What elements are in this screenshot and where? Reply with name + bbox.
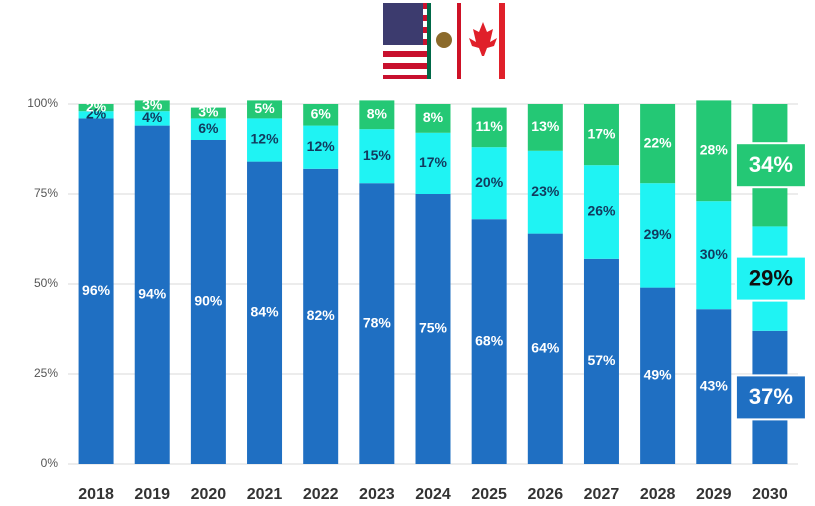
value-label: 29%	[644, 226, 673, 242]
bar-segment	[415, 104, 451, 133]
bar-segment	[527, 233, 563, 464]
x-tick-label: 2023	[359, 486, 395, 503]
bar-segment	[190, 140, 226, 464]
bar-segment	[640, 104, 676, 184]
highlight-box	[734, 374, 807, 421]
value-label: 78%	[363, 314, 392, 330]
bar-segment	[696, 100, 732, 202]
bar-segment	[303, 104, 339, 126]
value-label: 17%	[587, 125, 616, 141]
x-tick-label: 2028	[640, 486, 676, 503]
value-label: 2%	[86, 106, 107, 122]
y-tick-label: 100%	[27, 96, 58, 110]
value-label: 30%	[700, 246, 729, 262]
bar-segment	[247, 161, 283, 464]
value-label: 8%	[367, 106, 388, 122]
x-tick-label: 2018	[78, 486, 114, 503]
bar-segment	[78, 104, 114, 112]
bar-segment	[696, 309, 732, 464]
x-tick-label: 2021	[247, 486, 283, 503]
bar-segment	[583, 258, 619, 464]
bar-segment	[527, 150, 563, 234]
x-tick-label: 2029	[696, 486, 732, 503]
bar-segment	[471, 107, 507, 148]
bar-segment	[303, 125, 339, 169]
value-label: 22%	[644, 134, 673, 150]
x-tick-label: 2020	[191, 486, 227, 503]
value-label: 94%	[138, 286, 167, 302]
highlight-box	[734, 142, 807, 189]
bar-segment	[190, 118, 226, 140]
value-label: 43%	[700, 377, 729, 393]
bar-segment	[247, 118, 283, 162]
value-label: 37%	[749, 384, 793, 409]
bar-segment	[303, 168, 339, 465]
y-tick-label: 50%	[34, 276, 58, 290]
value-label: 15%	[363, 147, 392, 163]
x-tick-label: 2027	[584, 486, 620, 503]
value-label: 12%	[307, 138, 336, 154]
mexico-flag	[427, 3, 431, 79]
bar-segment	[359, 100, 395, 130]
bar-segment	[640, 183, 676, 288]
value-label: 12%	[251, 131, 280, 147]
bar-segment	[134, 111, 170, 126]
bar-segment	[78, 111, 114, 119]
bar-segment	[471, 219, 507, 464]
value-label: 96%	[82, 282, 111, 298]
bar-segment	[134, 125, 170, 464]
value-label: 64%	[531, 340, 560, 356]
value-label: 4%	[142, 109, 163, 125]
bar-segment	[583, 104, 619, 166]
value-label: 28%	[700, 142, 729, 158]
bar-segment	[190, 107, 226, 119]
x-tick-label: 2024	[415, 486, 451, 503]
value-label: 2%	[86, 98, 107, 114]
value-label: 90%	[194, 293, 223, 309]
flags	[383, 3, 505, 79]
value-label: 82%	[307, 307, 336, 323]
x-tick-label: 2019	[134, 486, 170, 503]
bar-segment	[583, 165, 619, 259]
x-tick-label: 2030	[752, 486, 788, 503]
highlight-box	[734, 255, 807, 302]
value-label: 57%	[587, 352, 616, 368]
value-label: 5%	[254, 100, 275, 116]
y-tick-label: 0%	[41, 456, 59, 470]
value-label: 29%	[749, 265, 793, 290]
bar-segment	[471, 147, 507, 220]
value-label: 68%	[475, 332, 504, 348]
bar-segment	[415, 132, 451, 194]
bar-segment	[359, 183, 395, 464]
value-label: 49%	[644, 367, 673, 383]
bar-segment	[78, 118, 114, 465]
value-label: 17%	[419, 154, 448, 170]
bar-segment	[359, 129, 395, 184]
x-tick-label: 2026	[528, 486, 564, 503]
y-tick-label: 75%	[34, 186, 58, 200]
value-label: 6%	[198, 120, 219, 136]
value-label: 13%	[531, 118, 560, 134]
value-label: 8%	[423, 109, 444, 125]
bar-segment	[696, 201, 732, 310]
y-tick-label: 25%	[34, 366, 58, 380]
bar-segment	[134, 100, 170, 112]
x-tick-label: 2022	[303, 486, 339, 503]
value-label: 23%	[531, 183, 560, 199]
value-label: 26%	[587, 203, 616, 219]
value-label: 6%	[311, 106, 332, 122]
value-label: 3%	[142, 97, 163, 113]
bar-segment	[415, 194, 451, 464]
value-label: 11%	[476, 118, 504, 134]
value-label: 20%	[475, 174, 504, 190]
value-label: 3%	[198, 104, 219, 120]
value-label: 75%	[419, 320, 448, 336]
value-label: 84%	[251, 304, 280, 320]
bar-segment	[640, 287, 676, 464]
value-label: 34%	[749, 152, 793, 177]
bar-segment	[527, 104, 563, 151]
x-tick-label: 2025	[471, 486, 507, 503]
bar-segment	[247, 100, 283, 119]
